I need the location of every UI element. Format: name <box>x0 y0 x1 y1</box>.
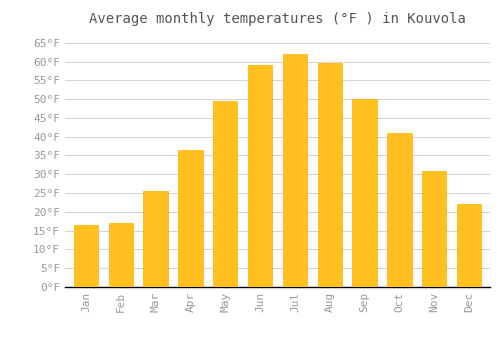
Bar <box>144 191 168 287</box>
Bar <box>213 101 238 287</box>
Bar <box>282 54 307 287</box>
Title: Average monthly temperatures (°F ) in Kouvola: Average monthly temperatures (°F ) in Ko… <box>89 12 466 26</box>
Bar <box>108 223 133 287</box>
Bar <box>178 150 203 287</box>
Bar <box>318 63 342 287</box>
Bar <box>422 170 446 287</box>
Bar <box>248 65 272 287</box>
Bar <box>457 204 481 287</box>
Bar <box>352 99 377 287</box>
Bar <box>387 133 411 287</box>
Bar <box>74 225 98 287</box>
